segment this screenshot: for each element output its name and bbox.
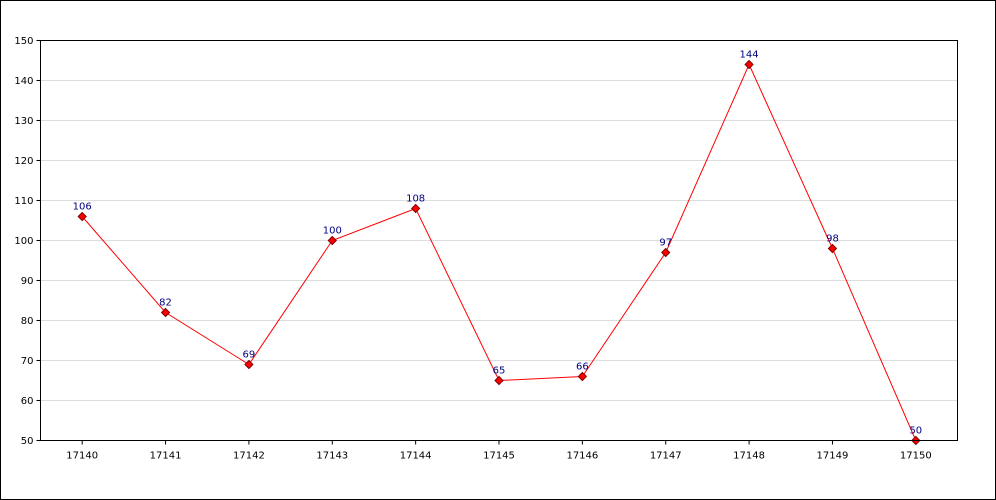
data-label: 106: [73, 202, 92, 213]
y-tick-label: 130: [14, 116, 33, 127]
y-tick-label: 90: [21, 276, 34, 287]
data-label: 66: [576, 362, 589, 373]
data-point: [827, 243, 838, 254]
x-tick-label: 17141: [150, 451, 182, 462]
data-label: 144: [740, 50, 759, 61]
x-tick-label: 17143: [316, 451, 348, 462]
data-label: 82: [159, 298, 172, 309]
y-axis: 50 60 70 80 90 100 110 120 130 140 150: [14, 36, 41, 447]
data-point: [244, 359, 254, 370]
y-tick-label: 140: [14, 76, 33, 87]
data-label: 108: [406, 194, 425, 205]
x-tick-label: 17142: [233, 451, 265, 462]
y-tick-label: 120: [14, 156, 33, 167]
series-group: 106 82 69 100 108 65 66 97 144 98 50: [73, 50, 922, 446]
gridlines: [40, 80, 958, 401]
x-tick-label: 17147: [650, 451, 682, 462]
x-tick-label: 17145: [483, 451, 515, 462]
x-tick-label: 17150: [900, 451, 932, 462]
x-tick-label: 17148: [733, 451, 765, 462]
data-point: [744, 59, 754, 70]
data-point: [160, 307, 171, 318]
y-tick-label: 110: [14, 196, 33, 207]
data-label: 69: [243, 350, 256, 361]
data-label: 97: [659, 238, 672, 249]
data-point: [661, 247, 671, 258]
y-tick-label: 70: [21, 356, 34, 367]
y-tick-label: 100: [14, 236, 33, 247]
plot-area: [40, 40, 958, 441]
y-tick-label: 80: [21, 316, 34, 327]
data-label: 98: [826, 234, 839, 245]
y-tick-label: 50: [21, 436, 34, 447]
x-axis: 17140 17141 17142 17143 17144 17145 17146 17147…: [66, 440, 932, 462]
data-point: [494, 375, 504, 386]
x-tick-label: 17149: [817, 451, 849, 462]
data-label: 100: [323, 226, 342, 237]
x-tick-label: 17144: [400, 451, 432, 462]
data-point: [77, 211, 87, 222]
data-point: [410, 203, 421, 214]
data-label: 65: [493, 366, 506, 377]
x-tick-label: 17140: [66, 451, 98, 462]
y-tick-label: 150: [14, 36, 33, 47]
data-point: [327, 235, 337, 246]
y-tick-label: 60: [21, 396, 34, 407]
x-tick-label: 17146: [566, 451, 598, 462]
data-point: [577, 371, 588, 382]
data-label: 50: [909, 426, 922, 437]
